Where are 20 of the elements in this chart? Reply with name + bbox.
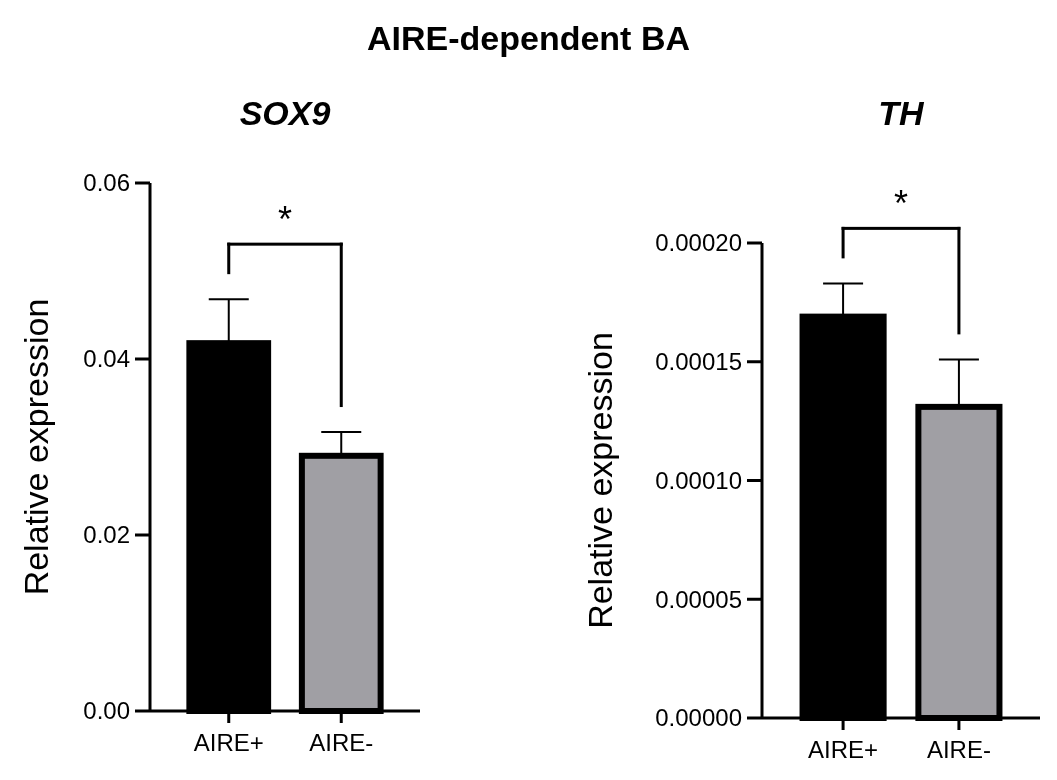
annotation: * [277,199,293,241]
y-tick-label: 0.00010 [655,466,742,494]
y-tick-label: 0.00020 [655,229,742,257]
chart-title: TH [878,94,926,132]
x-tick-label: AIRE- [309,729,374,756]
y-tick-label: 0.06 [83,169,130,197]
y-axis-title: Relative expression [17,298,55,596]
x-tick-label: AIRE+ [193,729,264,756]
y-axis-title: Relative expression [581,332,619,629]
text: * [893,183,909,225]
y-tick-label: 0.02 [83,521,130,549]
x-tick-label: AIRE- [926,736,991,763]
chart-subtitle: SOX9 [239,94,331,132]
y-tick-label: 0.00015 [655,348,742,376]
y-tick-label: 0.00000 [655,704,742,732]
x-tick-label: AIRE+ [808,736,879,763]
text: AIRE-dependent BA [367,19,690,57]
y-tick-label: 0.00005 [655,585,742,613]
y-tick-label: 0.04 [83,345,130,373]
y-tick-label: 0.00 [83,697,130,725]
